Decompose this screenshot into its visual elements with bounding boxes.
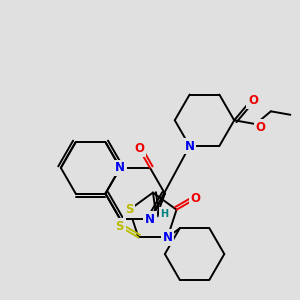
Text: N: N	[184, 140, 195, 152]
Text: O: O	[256, 121, 266, 134]
Text: O: O	[190, 192, 200, 205]
Text: O: O	[134, 142, 144, 155]
Text: H: H	[160, 209, 168, 219]
Text: O: O	[248, 94, 258, 107]
Text: N: N	[145, 213, 155, 226]
Text: N: N	[163, 231, 172, 244]
Text: S: S	[115, 220, 124, 233]
Text: N: N	[115, 161, 125, 174]
Text: S: S	[125, 203, 134, 216]
